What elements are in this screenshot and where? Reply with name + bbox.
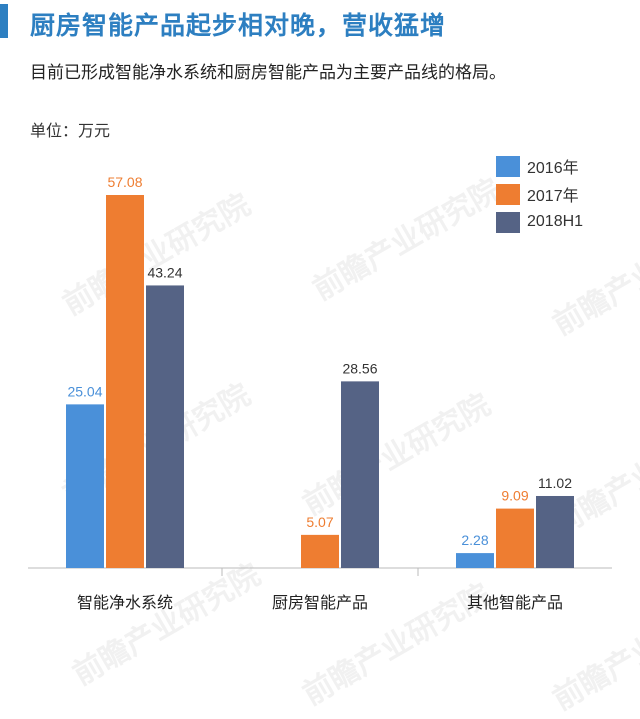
unit-label: 单位：万元 <box>30 121 111 140</box>
data-label: 11.02 <box>538 475 572 491</box>
data-label: 9.09 <box>501 488 528 504</box>
data-label: 25.04 <box>67 383 102 399</box>
x-tick-label: 其他智能产品 <box>467 593 563 612</box>
bar-2018H1-其他智能产品 <box>536 495 574 568</box>
bar-2017年-厨房智能产品 <box>301 534 339 568</box>
bar-2017年-其他智能产品 <box>496 508 534 568</box>
data-label: 28.56 <box>342 360 377 376</box>
page-title: 厨房智能产品起步相对晚，营收猛增 <box>30 11 447 40</box>
legend-swatch <box>496 211 520 233</box>
data-label: 5.07 <box>306 514 333 530</box>
legend-item: 2016年 <box>496 152 583 180</box>
title-bar: 厨房智能产品起步相对晚，营收猛增 <box>0 0 640 48</box>
bar-2018H1-厨房智能产品 <box>341 381 379 568</box>
bar-2016年-智能净水系统 <box>66 404 104 568</box>
bar-2017年-智能净水系统 <box>106 195 144 568</box>
x-tick-label: 厨房智能产品 <box>272 593 368 612</box>
legend-label: 2016年 <box>527 160 579 177</box>
bar-2018H1-智能净水系统 <box>146 285 184 568</box>
data-label: 2.28 <box>461 532 488 548</box>
bar-chart: 25.04 57.08 43.24 智能净水系统 5.07 28.56 厨房智能产品 2.28… <box>28 174 612 612</box>
legend: 2016年 2017年 2018H1 <box>496 152 583 236</box>
title-accent <box>0 4 8 38</box>
legend-item: 2018H1 <box>496 208 583 236</box>
x-tick-label: 智能净水系统 <box>77 593 173 612</box>
subtitle: 目前已形成智能净水系统和厨房智能产品为主要产品线的格局。 <box>30 63 506 83</box>
data-label: 43.24 <box>147 264 182 280</box>
legend-swatch <box>496 183 520 205</box>
legend-label: 2017年 <box>527 188 579 205</box>
legend-item: 2017年 <box>496 180 583 208</box>
bar-2016年-其他智能产品 <box>456 553 494 568</box>
data-label: 57.08 <box>107 174 142 190</box>
legend-label: 2018H1 <box>527 213 584 230</box>
legend-swatch <box>496 155 520 177</box>
